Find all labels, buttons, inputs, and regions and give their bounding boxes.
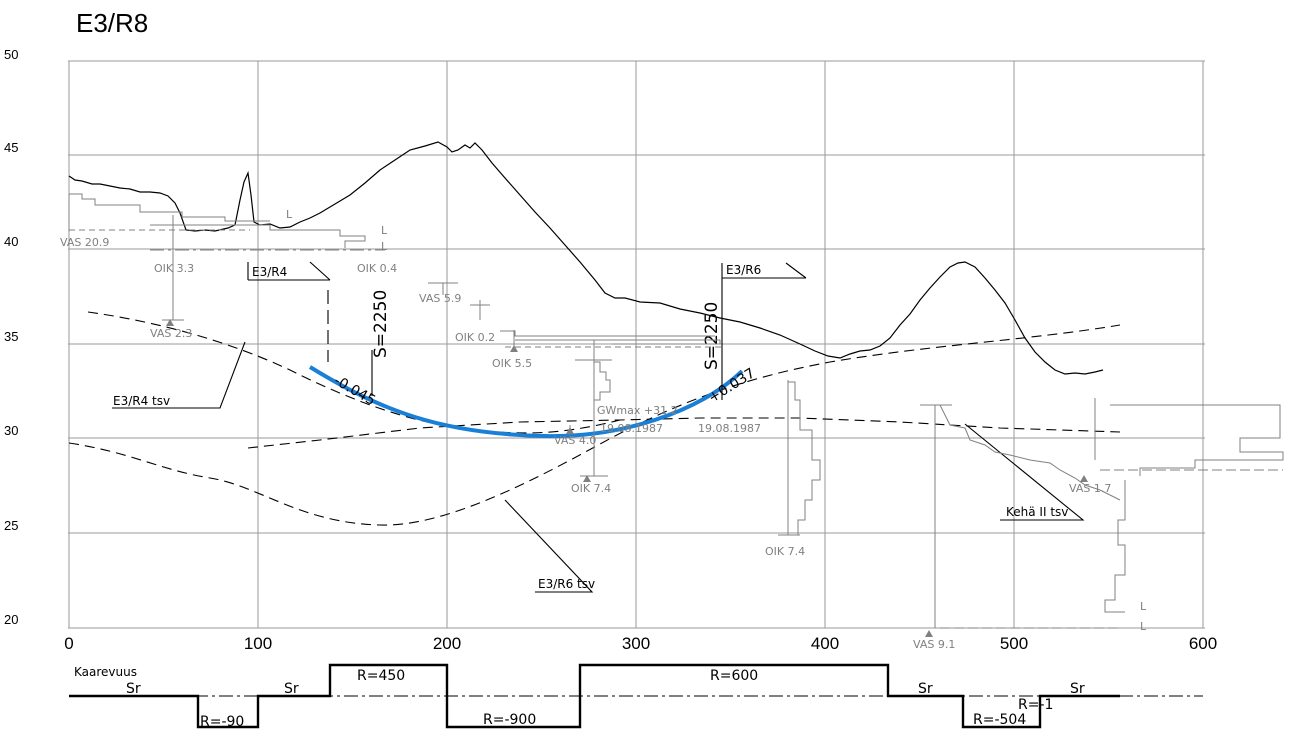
curvature-label-3: R=450	[357, 668, 405, 684]
layer-label-3: L	[381, 240, 388, 253]
borehole-oik-7-4-b: OIK 7.4	[765, 545, 805, 558]
y-tick-40: 40	[4, 234, 18, 249]
borehole-vas-20-9: VAS 20.9	[60, 236, 109, 249]
layer-label-2: L	[381, 224, 388, 237]
curvature-label-4: R=-900	[483, 712, 536, 728]
curvature-label-6: Sr	[918, 681, 933, 697]
e3r4-tsv-line	[87, 311, 621, 434]
e3r6-label: E3/R6	[726, 263, 761, 277]
curvature-label-2: Sr	[284, 681, 299, 697]
curvature-label-9: Sr	[1070, 681, 1085, 697]
curvature-label-8: R=-1	[1018, 697, 1053, 713]
curvature-label-5: R=600	[710, 668, 758, 684]
borehole-vas-2-3: VAS 2.3	[150, 327, 192, 340]
borehole-oik-7-4-a: OIK 7.4	[571, 482, 611, 495]
curvature-label-7: R=-504	[973, 712, 1026, 728]
x-tick-400: 400	[811, 634, 839, 653]
x-tick-600: 600	[1189, 634, 1217, 653]
y-tick-35: 35	[4, 329, 18, 344]
x-tick-300: 300	[622, 634, 650, 653]
drawing-title: E3/R8	[76, 8, 149, 38]
x-tick-0: 0	[64, 634, 73, 653]
curvature-label-0: Sr	[126, 681, 141, 697]
y-tick-25: 25	[4, 518, 18, 533]
design-grade-line	[308, 365, 744, 439]
curvature-label-1: R=-90	[200, 714, 244, 730]
grade-left-label: -0.045	[331, 373, 378, 409]
y-tick-50: 50	[4, 47, 18, 62]
e3r6-tsv-label: E3/R6 tsv	[538, 577, 595, 591]
borehole-logs	[68, 193, 1284, 629]
y-tick-30: 30	[4, 423, 18, 438]
x-tick-500: 500	[1000, 634, 1028, 653]
e3r4-label: E3/R4	[252, 265, 287, 279]
curvature-diagram	[69, 663, 1120, 729]
y-tick-20: 20	[4, 612, 18, 627]
borehole-vas-5-9: VAS 5.9	[419, 292, 461, 305]
borehole-oik-5-5: OIK 5.5	[492, 357, 532, 370]
groundwater-label: GWmax +31.2	[597, 404, 678, 417]
e3r4-tsv-label: E3/R4 tsv	[113, 394, 170, 408]
groundwater-date-2: 19.08.1987	[698, 422, 761, 435]
y-tick-45: 45	[4, 140, 18, 155]
x-tick-100: 100	[244, 634, 272, 653]
ground-profile-line	[68, 141, 1104, 375]
borehole-vas-4-0: VAS 4.0	[554, 434, 596, 447]
e3r6-tsv-line	[68, 324, 1121, 526]
curvature-heading: Kaarevuus	[74, 665, 137, 679]
layer-label-5: L	[1140, 620, 1147, 633]
vertical-curve-left-label: S=2250	[371, 290, 391, 358]
borehole-oik-3-3: OIK 3.3	[154, 262, 194, 275]
borehole-vas-9-1: VAS 9.1	[913, 638, 955, 651]
borehole-markers	[166, 319, 1088, 637]
layer-label-1: L	[286, 208, 293, 221]
borehole-vas-1-7: VAS 1.7	[1069, 482, 1111, 495]
borehole-oik-0-2: OIK 0.2	[455, 331, 495, 344]
borehole-oik-0-4: OIK 0.4	[357, 262, 397, 275]
groundwater-date-1: 19.08.1987	[600, 422, 663, 435]
grade-right-label: +0.037	[706, 365, 758, 406]
x-tick-200: 200	[433, 634, 461, 653]
keha-tsv-label: Kehä II tsv	[1006, 505, 1068, 519]
layer-label-4: L	[1140, 600, 1147, 613]
